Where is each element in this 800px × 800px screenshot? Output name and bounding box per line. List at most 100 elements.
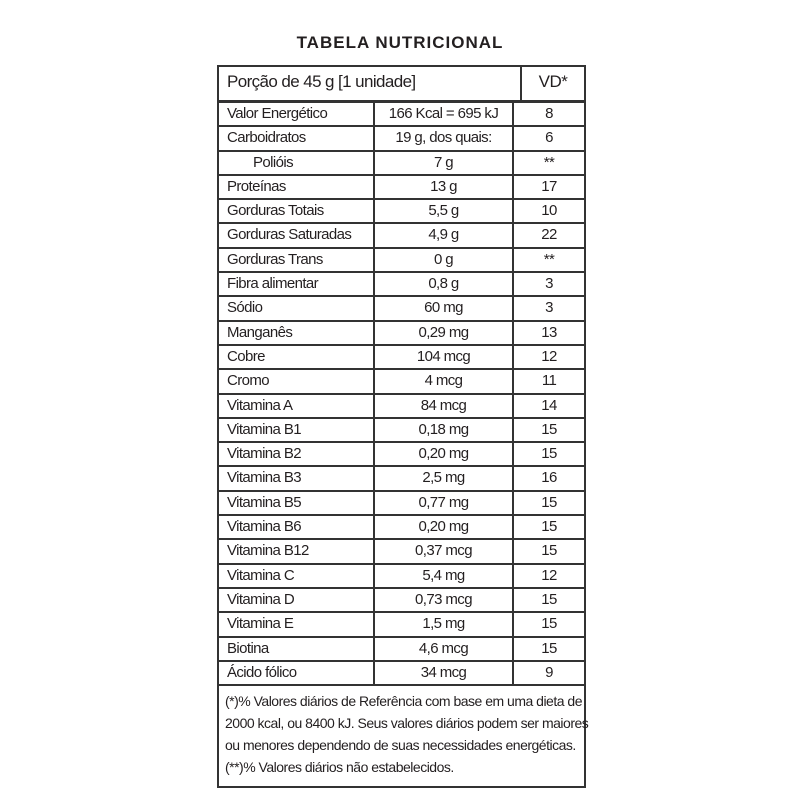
nutrient-vd: 11 xyxy=(541,372,557,390)
nutrient-name: Vitamina B2 xyxy=(219,443,375,466)
nutrient-amount: 19 g, dos quais: xyxy=(375,127,514,150)
nutrient-name: Vitamina C xyxy=(219,564,375,587)
nutrient-vd: 14 xyxy=(541,396,557,414)
nutrient-amount: 60 mg xyxy=(375,297,514,320)
table-header: Porção de 45 g [1 unidade] VD* xyxy=(219,67,584,103)
nutrient-name: Proteínas xyxy=(219,175,375,199)
table-row: Biotina 4,6 mcg 15 xyxy=(219,637,584,662)
footnote: (*)% Valores diários de Referência com b… xyxy=(219,686,589,786)
nutrient-vd: 10 xyxy=(541,202,557,220)
nutrient-vd: 3 xyxy=(545,299,553,317)
portion-label: Porção de 45 g [1 unidade] xyxy=(227,72,416,91)
nutrient-amount: 0 g xyxy=(375,248,514,272)
nutrient-vd: 15 xyxy=(541,615,557,633)
footnote-line: (**)% Valores diários não estabelecidos. xyxy=(225,759,454,776)
table-row: Manganês 0,29 mg 13 xyxy=(219,321,584,346)
table-row: Vitamina B2 0,20 mg 15 xyxy=(219,443,584,468)
table-row: Fibra alimentar 0,8 g 3 xyxy=(219,273,584,298)
table-row: Vitamina B5 0,77 mg 15 xyxy=(219,491,584,517)
nutrient-name: Vitamina B5 xyxy=(219,491,375,515)
table-row: Vitamina D 0,73 mcg 15 xyxy=(219,588,584,614)
nutrient-vd: 22 xyxy=(541,226,557,244)
nutrient-amount: 4,9 g xyxy=(375,224,514,247)
table-row: Cromo 4 mcg 11 xyxy=(219,370,584,395)
nutrient-vd: 15 xyxy=(541,590,557,608)
nutrient-vd: 16 xyxy=(541,469,557,487)
table-row: Gorduras Saturadas 4,9 g 22 xyxy=(219,224,584,249)
nutrient-name: Vitamina B12 xyxy=(219,540,375,563)
nutrient-vd: 15 xyxy=(541,542,557,560)
nutrient-amount: 104 mcg xyxy=(375,345,514,369)
nutrient-vd: 17 xyxy=(541,177,557,195)
nutrient-amount: 0,20 mg xyxy=(375,443,514,466)
table-row: Vitamina B3 2,5 mg 16 xyxy=(219,467,584,492)
nutrient-name: Vitamina B1 xyxy=(219,418,375,442)
table-row: Proteínas 13 g 17 xyxy=(219,175,584,201)
nutrition-table: Porção de 45 g [1 unidade] VD* Valor Ene… xyxy=(217,65,589,789)
nutrient-name: Gorduras Totais xyxy=(219,200,375,223)
nutrient-vd: 12 xyxy=(541,566,557,584)
nutrient-name: Manganês xyxy=(219,321,375,344)
nutrient-amount: 0,8 g xyxy=(375,273,514,296)
nutrient-vd: 15 xyxy=(541,639,557,657)
nutrient-amount: 0,18 mg xyxy=(375,418,514,442)
nutrient-name: Polióis xyxy=(219,151,375,174)
nutrient-amount: 0,29 mg xyxy=(375,321,514,344)
nutrient-amount: 7 g xyxy=(375,151,514,174)
nutrient-amount: 13 g xyxy=(375,175,514,199)
nutrient-name: Gorduras Saturadas xyxy=(219,224,375,247)
nutrient-vd: 15 xyxy=(541,493,557,511)
nutrient-name: Vitamina E xyxy=(219,613,375,636)
nutrient-name: Vitamina B6 xyxy=(219,516,375,539)
nutrient-amount: 4 mcg xyxy=(375,370,514,393)
nutrient-name: Ácido fólico xyxy=(219,661,375,685)
table-row: Vitamina B6 0,20 mg 15 xyxy=(219,516,584,541)
table-row: Cobre 104 mcg 12 xyxy=(219,345,584,371)
nutrient-amount: 0,20 mg xyxy=(375,516,514,539)
table-row: Vitamina E 1,5 mg 15 xyxy=(219,613,584,638)
nutrient-name: Vitamina B3 xyxy=(219,467,375,490)
nutrient-vd: 12 xyxy=(541,347,557,365)
nutrient-amount: 2,5 mg xyxy=(375,467,514,490)
nutrient-vd: 15 xyxy=(541,518,557,536)
nutrient-amount: 0,77 mg xyxy=(375,491,514,515)
nutrient-name: Cromo xyxy=(219,370,375,393)
table-row: Gorduras Trans 0 g ** xyxy=(219,248,584,274)
footnote-line: ou menores dependendo de suas necessidad… xyxy=(225,737,576,754)
nutrient-vd: 8 xyxy=(545,105,553,122)
table-row: Vitamina B12 0,37 mcg 15 xyxy=(219,540,584,565)
nutrient-name: Valor Energético xyxy=(219,103,375,126)
nutrient-vd: 15 xyxy=(541,420,557,438)
nutrient-vd: 6 xyxy=(545,129,553,147)
nutrient-amount: 84 mcg xyxy=(375,394,514,417)
nutrient-vd: ** xyxy=(543,250,555,268)
nutrient-amount: 34 mcg xyxy=(375,661,514,685)
table-row: Sódio 60 mg 3 xyxy=(219,297,584,322)
table-row: Ácido fólico 34 mcg 9 xyxy=(219,661,584,687)
footnote-line: 2000 kcal, ou 8400 kJ. Seus valores diár… xyxy=(225,715,589,732)
nutrient-vd: 15 xyxy=(541,445,557,463)
nutrient-amount: 0,37 mcg xyxy=(375,540,514,563)
nutrient-name: Cobre xyxy=(219,345,375,369)
table-row: Vitamina C 5,4 mg 12 xyxy=(219,564,584,589)
nutrient-amount: 1,5 mg xyxy=(375,613,514,636)
nutrient-name: Gorduras Trans xyxy=(219,248,375,272)
table-body: Valor Energético 166 Kcal = 695 kJ 8 Carboi… xyxy=(219,103,584,687)
table-row: Gorduras Totais 5,5 g 10 xyxy=(219,200,584,225)
nutrient-amount: 5,5 g xyxy=(375,200,514,223)
nutrient-vd: 9 xyxy=(545,663,553,681)
nutrient-amount: 0,73 mcg xyxy=(375,588,514,612)
nutrient-amount: 4,6 mcg xyxy=(375,637,514,660)
table-row: Vitamina B1 0,18 mg 15 xyxy=(219,418,584,444)
nutrient-name: Vitamina D xyxy=(219,588,375,612)
nutrient-amount: 166 Kcal = 695 kJ xyxy=(375,103,514,126)
table-title: TABELA NUTRICIONAL xyxy=(296,33,504,52)
table-row: Valor Energético 166 Kcal = 695 kJ 8 xyxy=(219,103,584,128)
nutrient-name: Carboidratos xyxy=(219,127,375,150)
nutrient-name: Vitamina A xyxy=(219,394,375,417)
nutrient-name: Fibra alimentar xyxy=(219,273,375,296)
table-row: Carboidratos 19 g, dos quais: 6 xyxy=(219,127,584,152)
table-row: Polióis 7 g ** xyxy=(219,151,584,176)
vd-header: VD* xyxy=(520,67,584,100)
nutrient-vd: 3 xyxy=(545,275,553,293)
